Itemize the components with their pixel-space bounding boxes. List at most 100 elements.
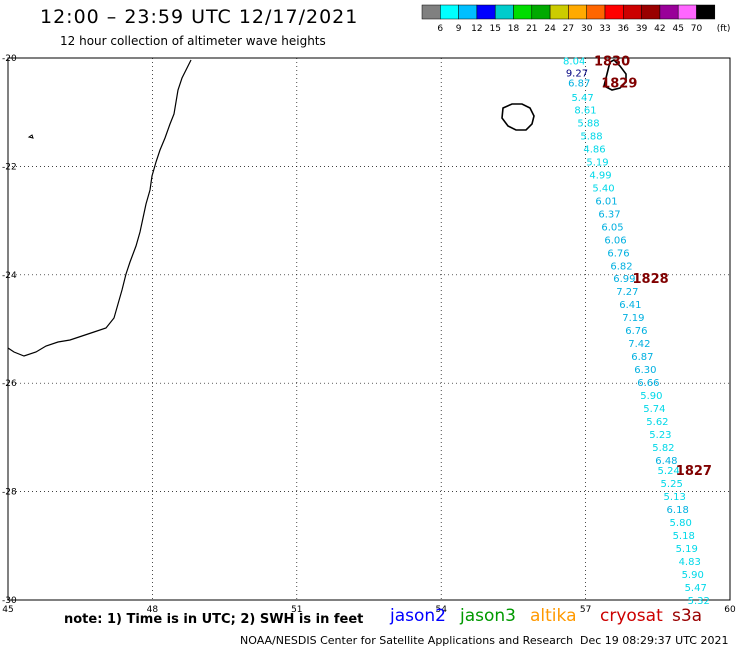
scale-label: 39 xyxy=(636,24,648,34)
lat-tick-label: -26 xyxy=(2,379,17,389)
lat-tick-label: -24 xyxy=(2,271,17,281)
lat-tick-label: -22 xyxy=(2,162,17,172)
wave-height-value: 6.48 xyxy=(655,456,677,467)
wave-height-value: 6.05 xyxy=(601,223,623,234)
scale-label: 18 xyxy=(508,24,520,34)
scale-label: 30 xyxy=(581,24,593,34)
wave-height-value: 6.99 xyxy=(613,274,635,285)
scale-label: 42 xyxy=(654,24,665,34)
lon-tick-label: 48 xyxy=(147,605,159,615)
time-labels: 1830 1829 1828 1827 xyxy=(594,55,712,479)
wave-height-value: 5.82 xyxy=(652,443,674,454)
wave-height-value: 7.42 xyxy=(628,339,650,350)
color-scale-legend: 6 9 12 15 18 21 24 27 30 33 36 39 42 45 70 (ft) xyxy=(421,4,731,34)
wave-height-value: 5.90 xyxy=(640,391,662,402)
scale-swatch xyxy=(494,4,514,20)
map-subtitle: 12 hour collection of altimeter wave hei… xyxy=(60,34,326,48)
wave-height-value: 5.88 xyxy=(580,132,602,143)
scale-label: 36 xyxy=(618,24,630,34)
scale-swatch xyxy=(531,4,551,20)
scale-swatch xyxy=(513,4,533,20)
scale-swatch xyxy=(421,4,441,20)
map-title: 12:00 – 23:59 UTC 12/17/2021 xyxy=(40,6,359,28)
wave-height-value: 5.88 xyxy=(577,118,599,129)
scale-label: 45 xyxy=(672,24,683,34)
scale-swatch xyxy=(641,4,661,20)
wave-height-value: 6.87 xyxy=(568,78,590,89)
islet xyxy=(27,134,34,139)
mauritius-island xyxy=(603,59,627,91)
lat-tick-label: -20 xyxy=(2,54,17,64)
scale-label: 6 xyxy=(437,24,443,34)
scale-label: 27 xyxy=(563,24,574,34)
scale-label: 12 xyxy=(471,24,482,34)
wave-height-value: 5.40 xyxy=(592,184,614,195)
wave-height-value: 5.47 xyxy=(685,583,707,594)
scale-swatch xyxy=(604,4,624,20)
wave-height-value: 5.25 xyxy=(661,479,683,490)
footnote: note: 1) Time is in UTC; 2) SWH is in fe… xyxy=(64,612,364,627)
lat-tick-label: -28 xyxy=(2,488,17,498)
scale-swatch xyxy=(623,4,642,20)
scale-swatch xyxy=(677,4,697,20)
lat-tick-label: -30 xyxy=(2,596,17,606)
wave-height-value: 5.23 xyxy=(649,430,671,441)
wave-height-value: 5.80 xyxy=(670,518,692,529)
lon-tick-label: 57 xyxy=(580,605,591,615)
wave-height-value: 6.18 xyxy=(667,505,689,516)
scale-swatch xyxy=(549,4,569,20)
wave-height-value: 5.62 xyxy=(646,417,668,428)
scale-swatch xyxy=(696,4,716,20)
wave-height-value: 4.86 xyxy=(583,145,605,156)
scale-swatch xyxy=(458,4,478,20)
wave-height-value: 5.74 xyxy=(643,404,665,415)
wave-height-value: 4.99 xyxy=(589,171,611,182)
scale-swatch xyxy=(440,4,459,20)
wave-height-value: 8.61 xyxy=(574,105,596,116)
lon-tick-label: 51 xyxy=(291,605,302,615)
altimeter-track: 8.049.276.87 5.47 8.61 5.88 5.88 4.86 5.19 4.99… xyxy=(563,57,710,607)
wave-height-value: 7.27 xyxy=(616,287,638,298)
scale-label: 9 xyxy=(456,24,462,34)
wave-height-value: 6.30 xyxy=(634,365,656,376)
scale-unit: (ft) xyxy=(717,24,731,34)
reunion-island xyxy=(501,103,535,131)
scale-label: 21 xyxy=(526,24,537,34)
wave-height-value: 6.82 xyxy=(610,262,632,273)
wave-height-value: 6.41 xyxy=(619,300,641,311)
lon-tick-label: 60 xyxy=(724,605,736,615)
scale-label: 33 xyxy=(599,24,610,34)
scale-swatch xyxy=(586,4,606,20)
satellite-s3a: s3a xyxy=(672,606,703,626)
wave-height-value: 9.27 xyxy=(566,69,588,80)
wave-height-value: 5.19 xyxy=(586,158,608,169)
madagascar-coastline xyxy=(7,59,192,357)
wave-height-value: 5.18 xyxy=(673,531,695,542)
wave-height-value: 4.83 xyxy=(679,557,701,568)
axis-labels: 45 48 51 54 57 60 -20 -22 -24 -26 -28 -30 xyxy=(2,54,736,615)
time-label: 1829 xyxy=(601,76,637,91)
scale-swatch xyxy=(476,4,496,20)
wave-height-value: 8.04 xyxy=(563,57,585,68)
scale-swatch xyxy=(659,4,679,20)
wave-height-value: 6.76 xyxy=(625,326,647,337)
footer-timestamp: Dec 19 08:29:37 UTC 2021 xyxy=(580,634,729,647)
satellite-altika: altika xyxy=(530,606,577,626)
lon-tick-label: 54 xyxy=(435,605,447,615)
scale-swatch xyxy=(568,4,587,20)
scale-label: 70 xyxy=(691,24,703,34)
scale-label: 24 xyxy=(544,24,556,34)
wave-height-value: 5.24 xyxy=(658,466,680,477)
footer-credit: NOAA/NESDIS Center for Satellite Applica… xyxy=(240,634,574,647)
time-label: 1830 xyxy=(594,55,630,70)
time-label: 1828 xyxy=(632,272,668,287)
wave-height-value: 6.66 xyxy=(637,378,659,389)
satellite-cryosat: cryosat xyxy=(600,606,663,626)
satellite-jason3: jason3 xyxy=(460,606,516,626)
lon-tick-label: 45 xyxy=(2,605,13,615)
wave-height-value: 7.19 xyxy=(622,313,644,324)
wave-height-value: 6.76 xyxy=(607,249,629,260)
wave-height-value: 5.13 xyxy=(664,492,686,503)
graticule xyxy=(8,58,730,600)
scale-label: 15 xyxy=(489,24,500,34)
